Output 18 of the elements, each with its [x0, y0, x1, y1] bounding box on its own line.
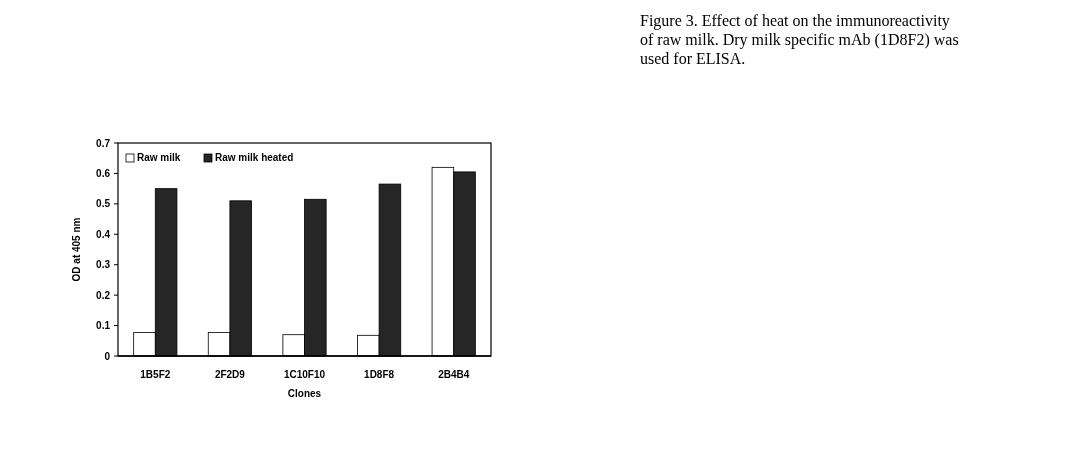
y-tick-label: 0.5	[96, 198, 111, 210]
x-tick-label: 1B5F2	[140, 369, 171, 380]
caption: Figure 3. Effect of heat on the immunoreactivity of raw milk. Dry milk specific mAb (1D8F2) was used for ELISA.	[640, 12, 959, 67]
x-axis-title: Clones	[287, 388, 322, 399]
y-tick-label: 0.1	[96, 320, 111, 332]
y-tick-label: 0.4	[96, 228, 111, 240]
x-tick-label: 2F2D9	[214, 369, 246, 380]
y-tick-label: 0	[104, 350, 111, 362]
legend-label: Raw milk heated	[215, 152, 294, 163]
y-tick-label: 0.2	[96, 289, 111, 301]
y-tick-label: 0.3	[96, 259, 111, 271]
y-axis-title: OD at 405 nm	[71, 217, 82, 282]
x-tick-label: 1C10F10	[283, 369, 326, 380]
legend-label: Raw milk	[137, 152, 181, 163]
x-tick-label: 2B4B4	[438, 369, 470, 380]
y-tick-label: 0.6	[96, 167, 111, 179]
x-tick-label: 1D8F8	[364, 369, 395, 380]
y-tick-label: 0.7	[96, 137, 111, 149]
